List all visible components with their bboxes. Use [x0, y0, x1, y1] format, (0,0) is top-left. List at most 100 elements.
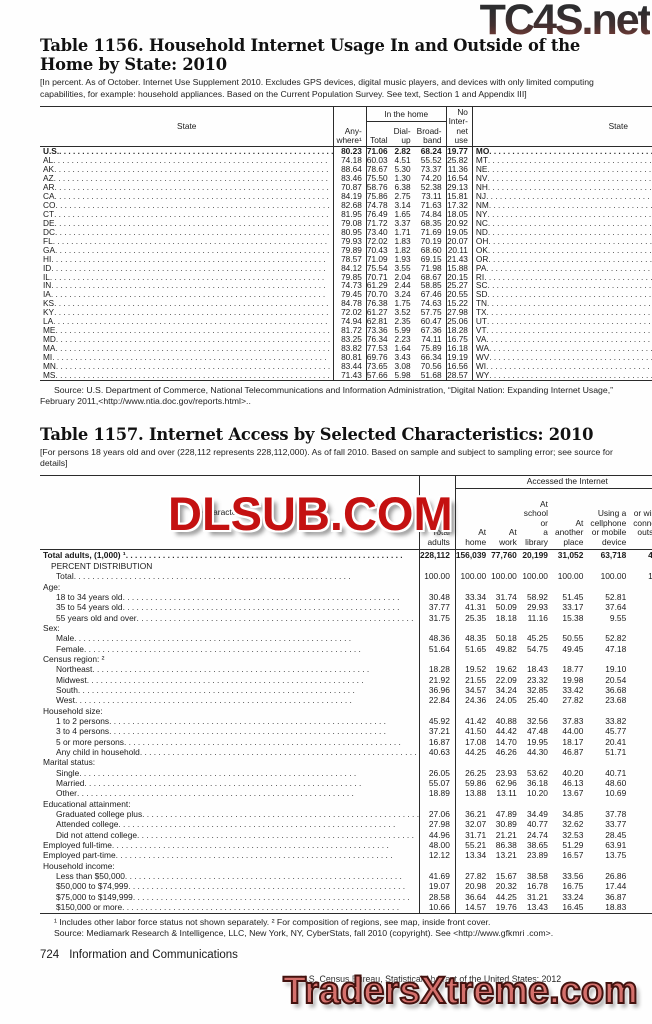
leader-dots — [54, 210, 333, 219]
state-label-cell: FL — [40, 236, 335, 246]
value-cell: 74.78 — [366, 199, 388, 210]
value-cell: 18.17 — [562, 736, 584, 747]
value-cell: 81.72 — [333, 326, 367, 336]
row-label-text: Employed part-time — [43, 850, 116, 861]
leader-dots — [55, 183, 334, 192]
row-label-text: KS — [43, 299, 55, 309]
col-at-school-library: At school or a library — [521, 488, 553, 551]
leader-dots — [55, 201, 333, 210]
characteristic-label-cell: Less than $50,000 — [40, 871, 421, 882]
value-cell — [419, 757, 456, 768]
value-cell: 71.09 — [366, 253, 388, 264]
value-cell: 20.92 — [446, 218, 473, 228]
col-wifi-outside-home: Using WIFI or wireless connection outsid… — [631, 488, 652, 551]
value-cell: 71.06 — [366, 146, 388, 157]
table-row: KS84.7876.381.7574.6315.22TN72.2063.293.… — [40, 299, 652, 309]
value-cell: 18.89 — [419, 788, 456, 799]
leader-dots — [124, 737, 419, 747]
value-cell: 20,199 — [522, 550, 548, 561]
value-cell: 27.06 — [419, 809, 456, 820]
state-label-cell: CO — [40, 200, 335, 210]
row-label-text: AL — [43, 156, 54, 166]
watermark-tradersxtreme: TradersXtreme.com — [282, 969, 639, 1013]
table-row: HI78.5771.091.9369.1521.43OR86.1878.313.… — [40, 253, 652, 264]
value-cell: 21.77 — [631, 871, 652, 881]
value-cell: 20.32 — [495, 881, 517, 892]
value-cell: 34.24 — [495, 684, 517, 695]
value-cell — [631, 561, 652, 571]
value-cell: 63.91 — [605, 840, 627, 851]
table-row: Other 18.89 13.88 13.11 10.20 13.67 10.69 10.83 — [40, 788, 652, 799]
characteristic-label-cell: Employed full-time — [40, 840, 421, 851]
value-cell: 70.70 — [366, 289, 388, 300]
state-label-cell: UT — [472, 317, 652, 327]
row-label-text: OK — [475, 245, 488, 255]
table-row: Age: — [40, 581, 652, 592]
value-cell: 28.58 — [419, 891, 456, 903]
row-label: AK — [40, 165, 333, 174]
value-cell: 35.27 — [631, 768, 652, 778]
value-cell: 14.91 — [631, 613, 652, 623]
value-cell: 22.73 — [631, 902, 652, 914]
value-cell: 17.08 — [465, 736, 487, 747]
characteristic-label-cell: Single — [40, 767, 421, 779]
value-cell: 18.77 — [562, 664, 584, 675]
value-cell — [455, 757, 491, 767]
value-cell: 73.36 — [366, 325, 388, 336]
leader-dots — [59, 147, 333, 156]
row-label: 55 years old and over — [40, 613, 419, 623]
row-label: Employed full-time — [40, 840, 419, 850]
value-cell: 59.86 — [465, 778, 487, 789]
value-cell: 79.85 — [333, 272, 367, 282]
value-cell: 16.54 — [446, 174, 473, 183]
leader-dots — [54, 299, 333, 308]
leader-dots — [79, 768, 419, 778]
row-label-text: 35 to 54 years old — [56, 602, 123, 613]
value-cell: 70.56 — [414, 362, 447, 372]
watermark-dlsub: DLSUB.COM — [168, 487, 453, 540]
leader-dots — [78, 685, 419, 695]
value-cell: 71.72 — [366, 217, 388, 228]
value-cell: 19.95 — [527, 736, 548, 747]
value-cell: 10.69 — [605, 788, 627, 799]
state-label-cell: PA — [472, 263, 652, 273]
value-cell: 70.87 — [333, 183, 367, 192]
characteristic-label-cell: Total — [40, 571, 421, 582]
table-row: South 36.96 34.57 34.24 32.85 33.42 36.68 33.47 — [40, 684, 652, 696]
row-label: AL — [40, 156, 333, 165]
state-label-cell: NV — [472, 174, 652, 183]
table-row: $75,000 to $149,999 28.58 36.64 44.25 31.21 3… — [40, 891, 652, 903]
table-row: U.S.80.2371.062.8268.2419.77MO78.2167.82… — [40, 146, 652, 157]
state-label-cell: MS — [40, 371, 335, 381]
table-row: Married 55.07 59.86 62.96 36.18 46.13 48.60 53.… — [40, 778, 652, 789]
col-at-another-place: At another place — [552, 488, 589, 551]
row-label-text: 18 to 34 years old — [56, 591, 123, 602]
row-label-text: CT — [43, 209, 55, 219]
characteristic-label-cell: Other — [40, 788, 421, 799]
table-row: Graduated college plus 27.06 36.21 47.89 34.… — [40, 809, 652, 820]
leader-dots — [487, 174, 652, 183]
value-cell: 84.78 — [333, 299, 367, 309]
row-label: $50,000 to $74,999 — [40, 881, 419, 891]
table-row: LA74.9462.812.3560.4725.06UT90.1082.312.… — [40, 317, 652, 327]
value-cell: 3.55 — [394, 262, 411, 273]
value-cell: 20.55 — [446, 290, 473, 300]
table-row: Census region: ² — [40, 653, 652, 665]
row-label: Attended college — [40, 819, 419, 829]
value-cell: 20.54 — [605, 674, 627, 685]
state-label-cell: ME — [40, 326, 335, 336]
table-header-row: Characteristic Total adults Accessed the… — [40, 475, 652, 551]
row-label: AZ — [40, 174, 333, 183]
row-label-text: MS — [43, 371, 56, 380]
value-cell — [491, 582, 522, 592]
state-internet-table: State Any- where¹ In the home No Inter- … — [40, 106, 652, 381]
value-cell: 55.07 — [419, 778, 456, 789]
value-cell: 74.18 — [333, 156, 367, 166]
value-cell: 44.00 — [562, 726, 584, 737]
value-cell: 40.49 — [631, 602, 652, 612]
row-label: DE — [40, 219, 333, 228]
value-cell — [491, 861, 522, 871]
row-label: Female — [40, 644, 419, 654]
table-row: IN74.7361.292.4458.8525.27SC74.3863.774.… — [40, 281, 652, 291]
row-label: IN — [40, 281, 333, 290]
